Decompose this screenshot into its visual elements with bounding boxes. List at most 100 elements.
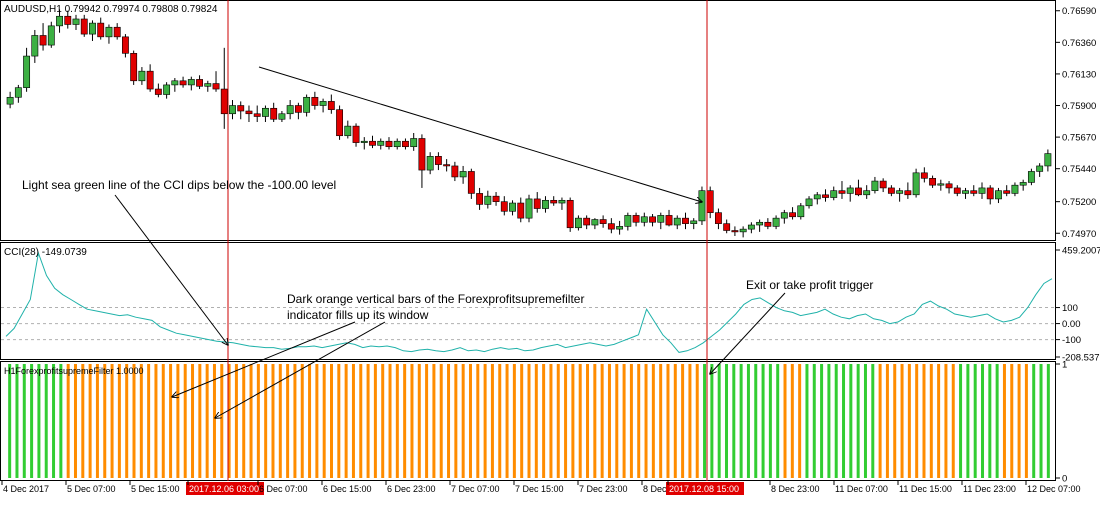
- time-tick-label: 5 Dec 07:00: [67, 484, 116, 494]
- candle-body: [979, 188, 985, 193]
- candle-body: [295, 106, 301, 113]
- candle-body: [73, 19, 79, 24]
- candle-body: [1020, 182, 1026, 185]
- time-tick-label: 2017.12.06 03:00: [189, 484, 259, 494]
- candle-body: [880, 181, 886, 188]
- filter-title: H1ForexprofitsupremeFilter 1.0000: [4, 366, 144, 376]
- cci-tick-label: -100: [1062, 335, 1081, 346]
- candle-body: [238, 106, 244, 111]
- candle-body: [938, 184, 944, 185]
- candle-body: [172, 81, 178, 85]
- candle-body: [32, 35, 38, 56]
- time-tick-label: 11 Dec 23:00: [963, 484, 1016, 494]
- candle-body: [584, 218, 590, 225]
- candle-body: [798, 206, 804, 217]
- candle-body: [48, 26, 54, 45]
- time-tick-label: 6 Dec 23:00: [387, 484, 436, 494]
- orange-bars-annotation-line-2: indicator fills up its window: [287, 308, 429, 322]
- candle-body: [888, 188, 894, 193]
- candle-body: [89, 23, 95, 34]
- candle-body: [279, 114, 285, 119]
- candle-body: [1037, 166, 1043, 171]
- candle-body: [131, 53, 137, 80]
- candle-body: [971, 191, 977, 194]
- candle-body: [682, 218, 688, 223]
- candle-body: [658, 215, 664, 222]
- candle-body: [929, 178, 935, 185]
- candle-body: [312, 97, 318, 105]
- candle-body: [864, 191, 870, 195]
- candle-body: [962, 191, 968, 194]
- candle-body: [756, 222, 762, 225]
- price-tick-label: 0.75900: [1062, 101, 1096, 112]
- candle-body: [921, 173, 927, 178]
- time-tick-label: 8 Dec 23:00: [771, 484, 820, 494]
- time-tick-label: 5 Dec 15:00: [131, 484, 180, 494]
- candle-body: [509, 203, 515, 211]
- candle-body: [542, 200, 548, 208]
- candle-body: [822, 195, 828, 198]
- candle-body: [724, 224, 730, 231]
- candle-body: [501, 202, 507, 212]
- candle-body: [534, 199, 540, 209]
- candle-body: [114, 27, 120, 37]
- candle-body: [180, 81, 186, 85]
- candle-body: [188, 79, 194, 84]
- filter-panel[interactable]: H1ForexprofitsupremeFilter 1.0000 10: [1, 360, 1068, 485]
- candle-body: [649, 217, 655, 222]
- time-tick-label: 2017.12.08 15:00: [669, 484, 739, 494]
- filter-tick-label: 1: [1062, 360, 1067, 371]
- candle-body: [155, 89, 161, 94]
- candle-body: [15, 88, 21, 98]
- candle-body: [707, 191, 713, 213]
- candle-body: [106, 27, 112, 37]
- candle-body: [781, 213, 787, 218]
- candle-body: [616, 226, 622, 229]
- candle-body: [897, 191, 903, 194]
- price-tick-label: 0.76130: [1062, 69, 1096, 80]
- candle-body: [40, 35, 46, 45]
- candle-body: [518, 203, 524, 218]
- time-tick-label: 4 Dec 2017: [3, 484, 49, 494]
- candle-body: [987, 188, 993, 199]
- candle-body: [641, 217, 647, 222]
- candle-body: [715, 213, 721, 224]
- candle-body: [369, 141, 375, 145]
- candle-body: [551, 200, 557, 203]
- cci-title: CCI(28) -149.0739: [4, 247, 87, 258]
- price-panel[interactable]: AUDUSD,H1 0.79942 0.79974 0.79808 0.7982…: [1, 1, 1097, 241]
- price-tick-label: 0.76590: [1062, 6, 1096, 17]
- price-tick-label: 0.76360: [1062, 38, 1096, 49]
- candle-body: [56, 16, 62, 26]
- candle-body: [246, 111, 252, 114]
- candle-body: [740, 229, 746, 232]
- candle-body: [592, 220, 598, 225]
- candle-body: [221, 89, 227, 114]
- candle-body: [526, 199, 532, 218]
- candle-body: [205, 84, 211, 87]
- candle-body: [196, 79, 202, 86]
- candle-body: [23, 56, 29, 88]
- candle-body: [773, 218, 779, 226]
- candle-body: [995, 191, 1001, 199]
- candle-body: [1004, 191, 1010, 194]
- candle-body: [1045, 154, 1051, 166]
- candle-body: [444, 165, 450, 166]
- time-tick-label: 6 Dec 15:00: [323, 484, 372, 494]
- candle-body: [831, 191, 837, 198]
- cci-tick-label: 459.2007: [1062, 246, 1100, 257]
- time-tick-label: 11 Dec 07:00: [835, 484, 888, 494]
- price-axis: 0.765900.763600.761300.759000.756700.754…: [1055, 6, 1096, 240]
- candle-body: [229, 106, 235, 114]
- candle-body: [691, 221, 697, 224]
- candle-body: [65, 16, 71, 24]
- candle-body: [287, 106, 293, 114]
- candle-body: [946, 184, 952, 188]
- candle-body: [163, 85, 169, 95]
- exit-annotation: Exit or take profit trigger: [746, 278, 873, 292]
- candle-body: [402, 141, 408, 146]
- candle-body: [81, 19, 87, 34]
- candle-body: [452, 166, 458, 177]
